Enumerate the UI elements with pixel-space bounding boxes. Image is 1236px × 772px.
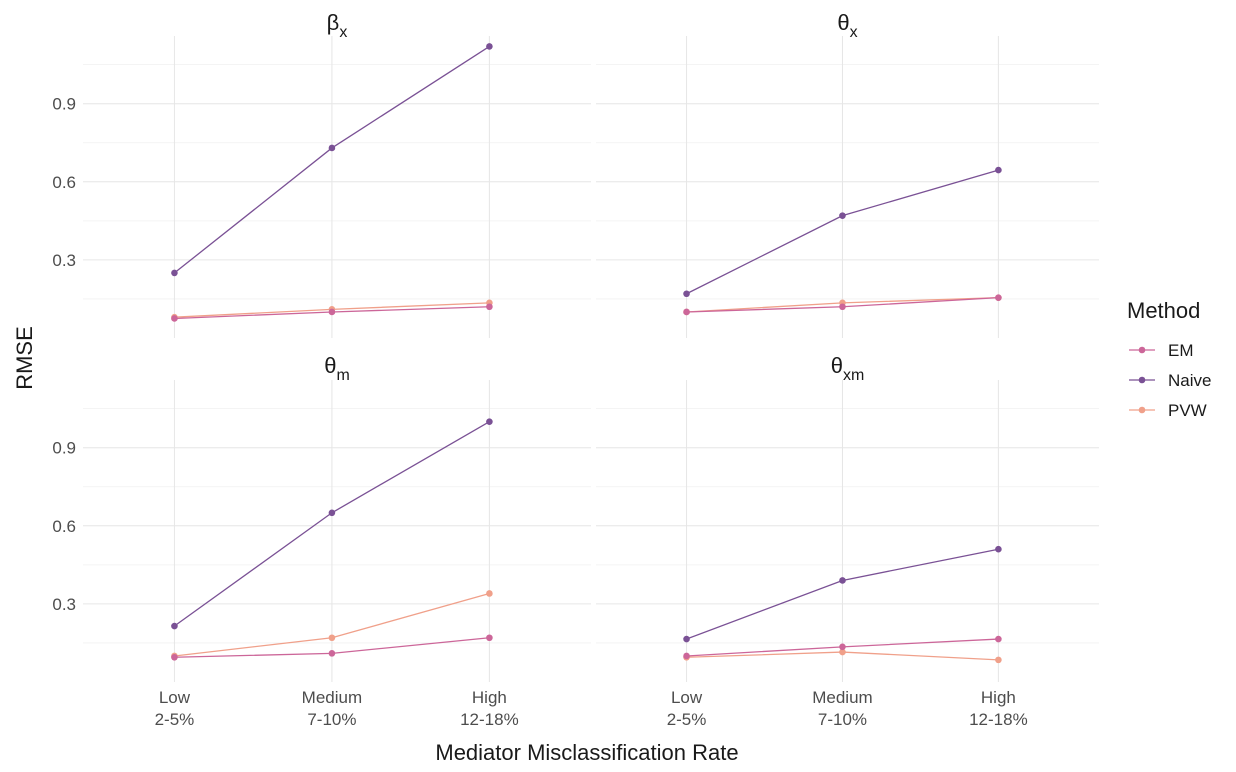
data-point-em [683,652,690,660]
y-tick-label: 0.9 [52,95,76,114]
data-point-naive [995,166,1002,174]
data-point-naive [683,290,690,298]
x-tick-label: Medium [302,688,362,707]
data-point-pvw [328,634,336,642]
data-point-naive [328,144,336,152]
legend-title: Method [1127,298,1200,323]
data-point-em [839,303,846,311]
panel: 0.3 0.6 0.9 βx [52,10,591,338]
x-tick-sublabel: 12-18% [460,710,519,729]
data-point-em [839,643,846,651]
panel-title-symbol: θ [837,10,849,35]
data-point-naive [171,622,178,630]
y-tick-label: 0.6 [52,173,76,192]
panel-title-symbol: θ [831,353,843,378]
panel: θxm [596,353,1099,682]
data-point-naive [486,43,493,50]
x-tick-sublabel: 2-5% [667,710,707,729]
legend-item: Naive [1129,371,1211,390]
panel-title: θx [837,10,857,41]
data-point-em [486,634,493,642]
panel-title-subscript: x [850,24,858,41]
data-point-em [328,308,336,316]
data-point-pvw [486,590,493,597]
x-tick-label: Low [159,688,191,707]
panel: 0.3 0.6 0.9 θm [52,353,591,682]
data-point-em [995,294,1002,301]
y-tick-label: 0.6 [52,517,76,536]
panel-title-subscript: xm [843,367,864,384]
y-tick-label: 0.9 [52,439,76,458]
x-tick-label: High [981,688,1016,707]
panels: 0.30.60.9βx θx0.30.60.9θm θxm [52,10,1099,682]
x-tick-sublabel: 12-18% [969,710,1028,729]
panel-title: βx [327,10,348,41]
data-point-naive [839,212,846,219]
x-tick-sublabel: 2-5% [155,710,195,729]
x-tick-label: Medium [812,688,872,707]
legend-key-point [1138,376,1146,384]
data-point-em [995,635,1002,643]
panel-title-symbol: β [327,10,340,35]
legend-label: PVW [1168,401,1207,420]
legend: Method EM Naive PVW [1127,298,1211,420]
legend-key-point [1138,406,1146,414]
data-point-em [171,315,178,322]
legend-item: PVW [1129,401,1207,420]
data-point-naive [328,509,336,517]
panel-title: θm [324,353,350,384]
data-point-pvw [839,648,846,656]
x-tick-sublabel: 7-10% [307,710,356,729]
panel-title-symbol: θ [324,353,336,378]
panel-title-subscript: m [336,367,349,384]
legend-label: Naive [1168,371,1211,390]
data-point-naive [486,418,493,425]
x-tick-sublabel: 7-10% [818,710,867,729]
data-point-em [486,303,493,311]
data-point-naive [995,545,1002,553]
data-point-em [328,650,336,657]
y-tick-label: 0.3 [52,595,76,614]
legend-item: EM [1129,341,1194,360]
data-point-naive [839,577,846,584]
legend-label: EM [1168,341,1194,360]
x-tick-label: Low [671,688,703,707]
panel-title-subscript: x [339,24,347,41]
data-point-naive [171,269,178,277]
y-axis-title: RMSE [12,326,37,390]
data-point-em [683,308,690,316]
y-tick-label: 0.3 [52,251,76,270]
data-point-pvw [995,656,1002,664]
x-axis-title: Mediator Misclassification Rate [435,740,738,765]
panel: θx [596,10,1099,338]
x-tick-label: High [472,688,507,707]
data-point-naive [683,635,690,643]
legend-key-point [1138,346,1146,354]
panel-title: θxm [831,353,865,384]
x-tick-labels: Low 2-5% Medium 7-10% High 12-18% Low 2-5% Mediu… [155,688,1028,729]
data-point-em [171,653,178,661]
